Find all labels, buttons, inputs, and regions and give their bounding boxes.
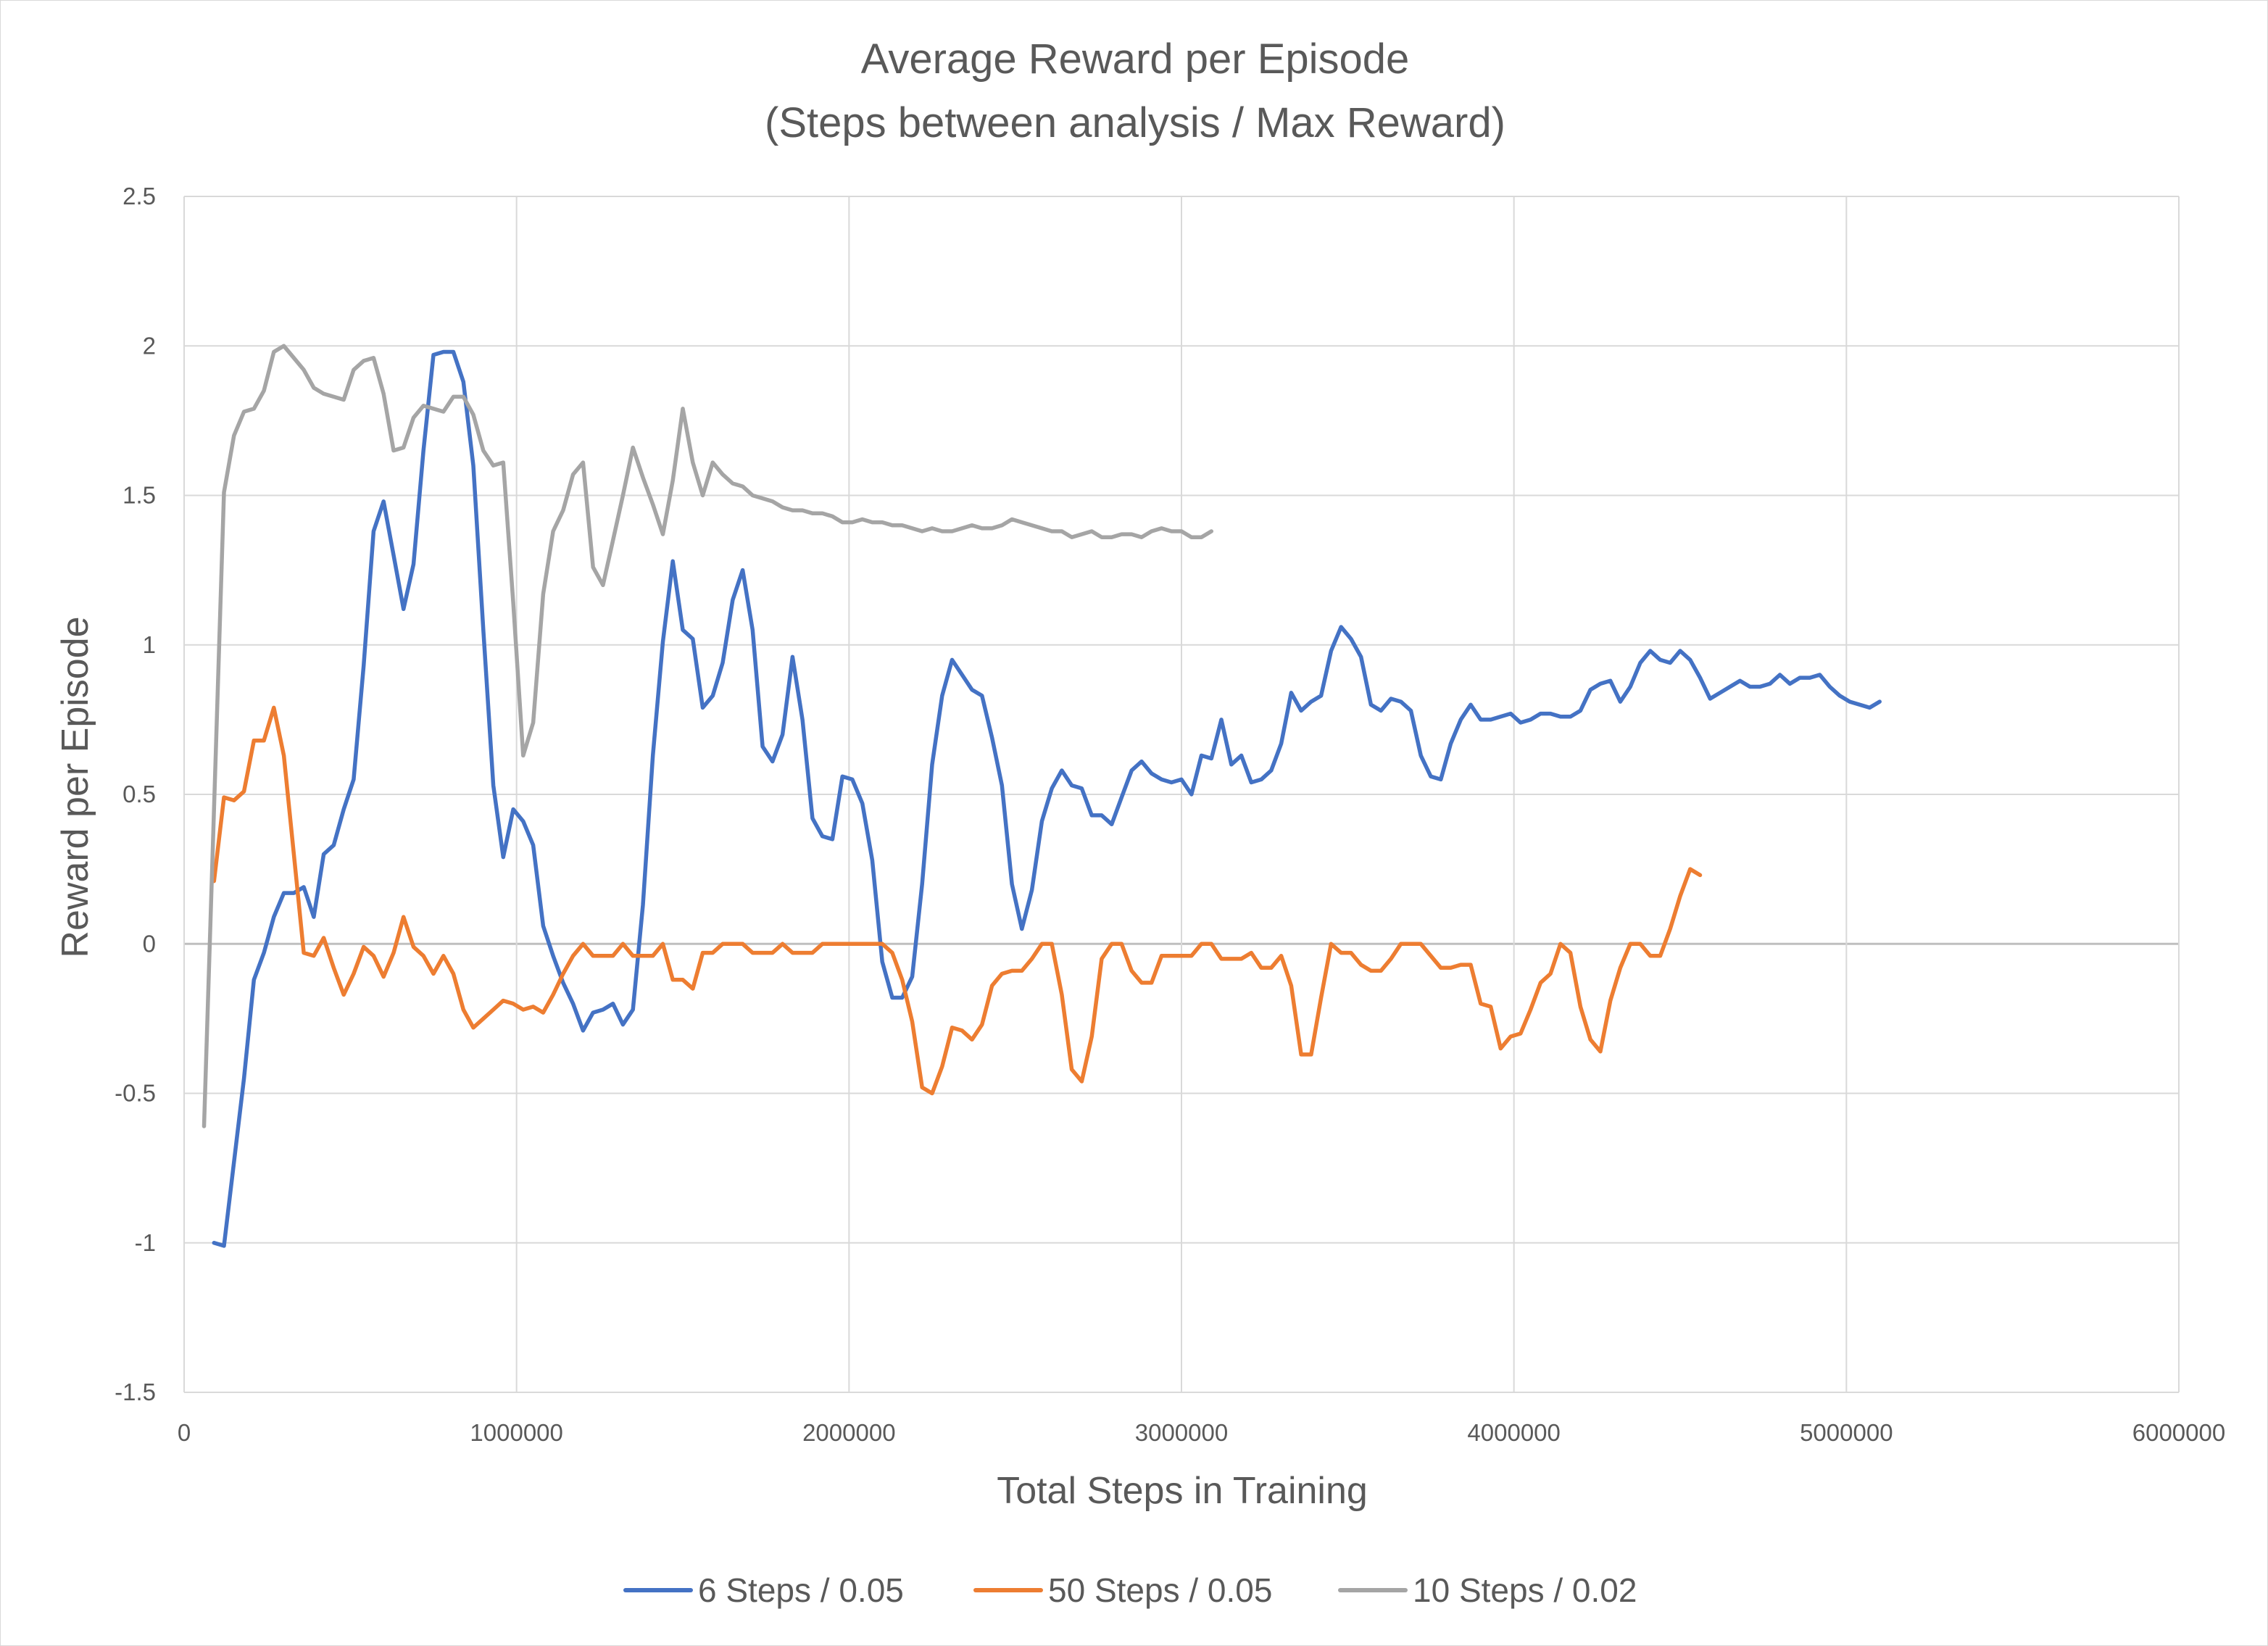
x-tick-label: 4000000 bbox=[1467, 1419, 1560, 1446]
legend-label-2: 50 Steps / 0.05 bbox=[1048, 1571, 1272, 1609]
x-tick-label: 6000000 bbox=[2132, 1419, 2225, 1446]
y-tick-label: 2 bbox=[143, 332, 156, 359]
series-line-2 bbox=[212, 705, 1703, 1096]
legend-label-1: 6 Steps / 0.05 bbox=[698, 1571, 904, 1609]
x-tick-label: 3000000 bbox=[1135, 1419, 1228, 1446]
series-lines bbox=[202, 344, 1882, 1248]
y-tick-label: 1.5 bbox=[122, 482, 156, 509]
x-tick-label: 5000000 bbox=[1800, 1419, 1893, 1446]
legend: 6 Steps / 0.05 50 Steps / 0.05 10 Steps / … bbox=[623, 1571, 1637, 1609]
y-tick-label: -1 bbox=[135, 1229, 156, 1256]
y-axis-title: Reward per Episode bbox=[54, 616, 96, 957]
y-tick-label: 2.5 bbox=[122, 183, 156, 209]
y-tick-label: 0.5 bbox=[122, 781, 156, 807]
y-tick-label: -0.5 bbox=[115, 1080, 156, 1107]
x-axis-title: Total Steps in Training bbox=[997, 1470, 1368, 1512]
chart-title-line-1: Average Reward per Episode bbox=[861, 36, 1410, 83]
y-tick-label: 0 bbox=[143, 930, 156, 957]
x-tick-label: 2000000 bbox=[802, 1419, 895, 1446]
chart-title-line-2: (Steps between analysis / Max Reward) bbox=[765, 99, 1505, 146]
x-tick-label: 0 bbox=[178, 1419, 191, 1446]
y-tick-label: -1.5 bbox=[115, 1379, 156, 1405]
legend-label-3: 10 Steps / 0.02 bbox=[1413, 1571, 1637, 1609]
gridlines bbox=[183, 196, 2180, 1393]
y-tick-label: 1 bbox=[143, 631, 156, 658]
series-line-1 bbox=[212, 349, 1882, 1248]
x-tick-label: 1000000 bbox=[470, 1419, 562, 1446]
series-line-3 bbox=[202, 344, 1214, 1128]
tick-labels: -1.5 -1 -0.5 0 0.5 1 1.5 2 2.5 0 1000000 2000000 300… bbox=[115, 183, 2225, 1446]
